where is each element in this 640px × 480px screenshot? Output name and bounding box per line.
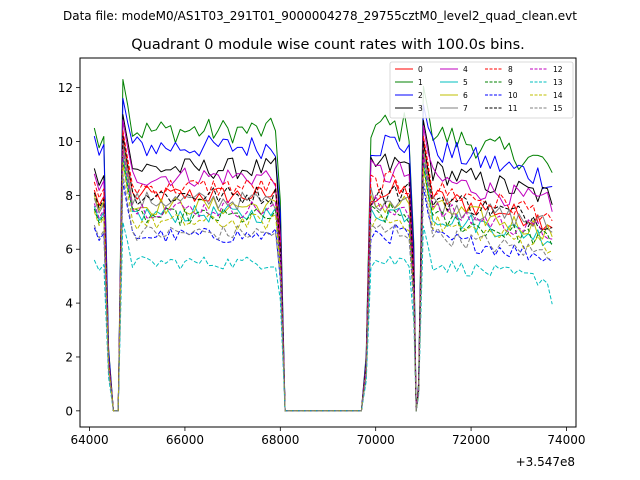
y-tick-label: 4	[65, 297, 73, 311]
x-tick-label: 72000	[452, 433, 490, 447]
legend-label-module-6: 6	[463, 91, 468, 100]
x-tick-label: 70000	[357, 433, 395, 447]
x-tick-label: 66000	[166, 433, 204, 447]
legend-label-module-3: 3	[418, 104, 423, 113]
legend-label-module-14: 14	[553, 91, 563, 100]
x-tick-label: 68000	[261, 433, 299, 447]
legend-label-module-4: 4	[463, 65, 468, 74]
legend-label-module-11: 11	[508, 104, 518, 113]
legend-label-module-9: 9	[508, 78, 513, 87]
legend-label-module-0: 0	[418, 65, 423, 74]
legend-label-module-12: 12	[553, 65, 563, 74]
legend-label-module-15: 15	[553, 104, 563, 113]
legend-label-module-2: 2	[418, 91, 423, 100]
legend-label-module-5: 5	[463, 78, 468, 87]
legend-label-module-13: 13	[553, 78, 563, 87]
x-offset-label: +3.547e8	[516, 455, 575, 469]
legend-box	[389, 61, 574, 119]
axes-frame	[79, 57, 577, 428]
data-file-caption: Data file: modeM0/AS1T03_291T01_90000042…	[63, 9, 577, 23]
x-tick-label: 74000	[547, 433, 585, 447]
plot-area	[80, 58, 576, 427]
y-tick-label: 10	[58, 135, 73, 149]
series-line-module-10	[93, 181, 553, 412]
series-line-module-15	[93, 173, 553, 412]
y-tick-label: 8	[65, 189, 73, 203]
series-layer	[93, 79, 553, 412]
chart-title: Quadrant 0 module wise count rates with …	[131, 37, 525, 53]
x-axis: 64000 66000 68000 70000 72000 74000	[70, 427, 586, 447]
x-tick-label: 64000	[70, 433, 108, 447]
y-axis: 0 2 4 6 8 10 12	[58, 81, 80, 418]
legend-label-module-10: 10	[508, 91, 518, 100]
legend-label-module-1: 1	[418, 78, 423, 87]
legend-label-module-7: 7	[463, 104, 468, 113]
y-tick-label: 2	[65, 350, 73, 364]
y-tick-label: 0	[65, 404, 73, 418]
series-line-module-8	[93, 130, 553, 412]
y-tick-label: 6	[65, 243, 73, 257]
legend-label-module-8: 8	[508, 65, 513, 74]
y-tick-label: 12	[58, 81, 73, 95]
